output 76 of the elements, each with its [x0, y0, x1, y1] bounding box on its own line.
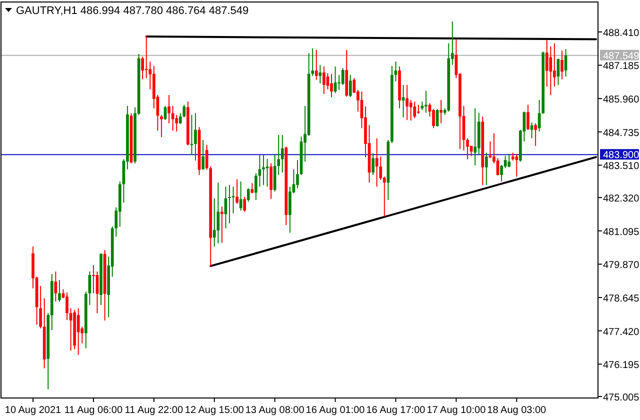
candlestick	[424, 90, 428, 114]
candlestick	[92, 264, 95, 294]
candlestick	[409, 99, 412, 122]
y-tick-label: 481.095	[603, 226, 640, 238]
candlestick	[326, 72, 330, 90]
candlestick	[406, 84, 408, 121]
candlestick	[202, 139, 204, 170]
x-tick-label: 16 Aug 01:00	[306, 405, 366, 416]
candlestick	[440, 99, 442, 124]
y-tick-label: 475.005	[603, 392, 640, 404]
candlestick	[58, 279, 61, 302]
y-tick-label: 477.420	[603, 326, 640, 338]
ref-line-label: 487.549	[603, 50, 640, 62]
candlestick	[54, 271, 58, 302]
candlestick	[515, 154, 518, 178]
x-tick-label: 10 Aug 2021	[4, 405, 62, 416]
y-tick-label: 488.410	[603, 28, 640, 39]
x-tick-label: 11 Aug 22:00	[124, 405, 184, 416]
chart-title: GAUTRY,H1 486.994 487.780 486.764 487.549	[16, 5, 249, 17]
ref-line-label: 483.900	[603, 150, 640, 162]
x-tick-label: 12 Aug 15:00	[184, 405, 244, 416]
candlestick	[246, 188, 250, 202]
candlestick	[66, 292, 68, 320]
candlestick	[296, 160, 299, 189]
candlestick	[341, 68, 344, 86]
candlestick	[194, 112, 197, 162]
candlestick	[141, 56, 144, 80]
y-tick-label: 485.960	[603, 94, 640, 106]
candlestick	[508, 154, 511, 168]
candlestick	[228, 184, 231, 224]
candlestick	[314, 49, 318, 80]
candlestick	[250, 182, 254, 194]
candlestick	[500, 164, 503, 182]
candlestick	[144, 35, 148, 79]
candlestick	[160, 114, 163, 138]
y-tick-label: 484.735	[603, 128, 640, 139]
candlestick	[348, 74, 352, 98]
x-tick-label: 13 Aug 08:00	[245, 405, 305, 416]
candlestick	[534, 122, 537, 146]
candlestick	[236, 178, 238, 204]
candlestick	[330, 73, 333, 98]
candlestick	[413, 101, 416, 119]
x-tick-label: 18 Aug 03:00	[487, 405, 547, 416]
candlestick	[262, 154, 265, 186]
candlestick	[76, 308, 80, 356]
candlestick	[560, 50, 564, 80]
candlestick	[220, 206, 224, 244]
y-tick-label: 476.195	[603, 360, 640, 372]
candlestick	[216, 182, 220, 244]
candlestick	[69, 308, 72, 352]
candlestick	[432, 108, 435, 129]
candlestick	[530, 122, 534, 139]
y-tick-label: 482.320	[603, 194, 640, 205]
candlestick	[526, 104, 530, 130]
candlestick	[280, 134, 284, 174]
candlestick	[243, 196, 246, 212]
candlestick	[402, 84, 405, 118]
candlestick	[485, 152, 488, 186]
candlestick	[372, 152, 374, 176]
candlestick	[553, 42, 556, 88]
candlestick	[190, 114, 194, 156]
x-tick-label: 17 Aug 10:00	[426, 405, 486, 416]
x-tick-label: 11 Aug 06:00	[64, 405, 123, 416]
y-tick-label: 487.185	[603, 61, 640, 72]
candlestick	[375, 138, 378, 188]
candlestick	[488, 141, 492, 159]
x-tick-label: 16 Aug 17:00	[366, 405, 426, 416]
candlestick	[338, 74, 340, 90]
candlestick	[232, 186, 235, 214]
y-tick-label: 478.645	[603, 294, 640, 305]
candlestick	[474, 108, 477, 166]
y-tick-label: 479.870	[603, 260, 640, 272]
candlestick	[322, 66, 326, 94]
candlestick	[168, 94, 170, 124]
candlestick	[270, 162, 272, 200]
y-tick-label: 483.510	[603, 161, 640, 172]
